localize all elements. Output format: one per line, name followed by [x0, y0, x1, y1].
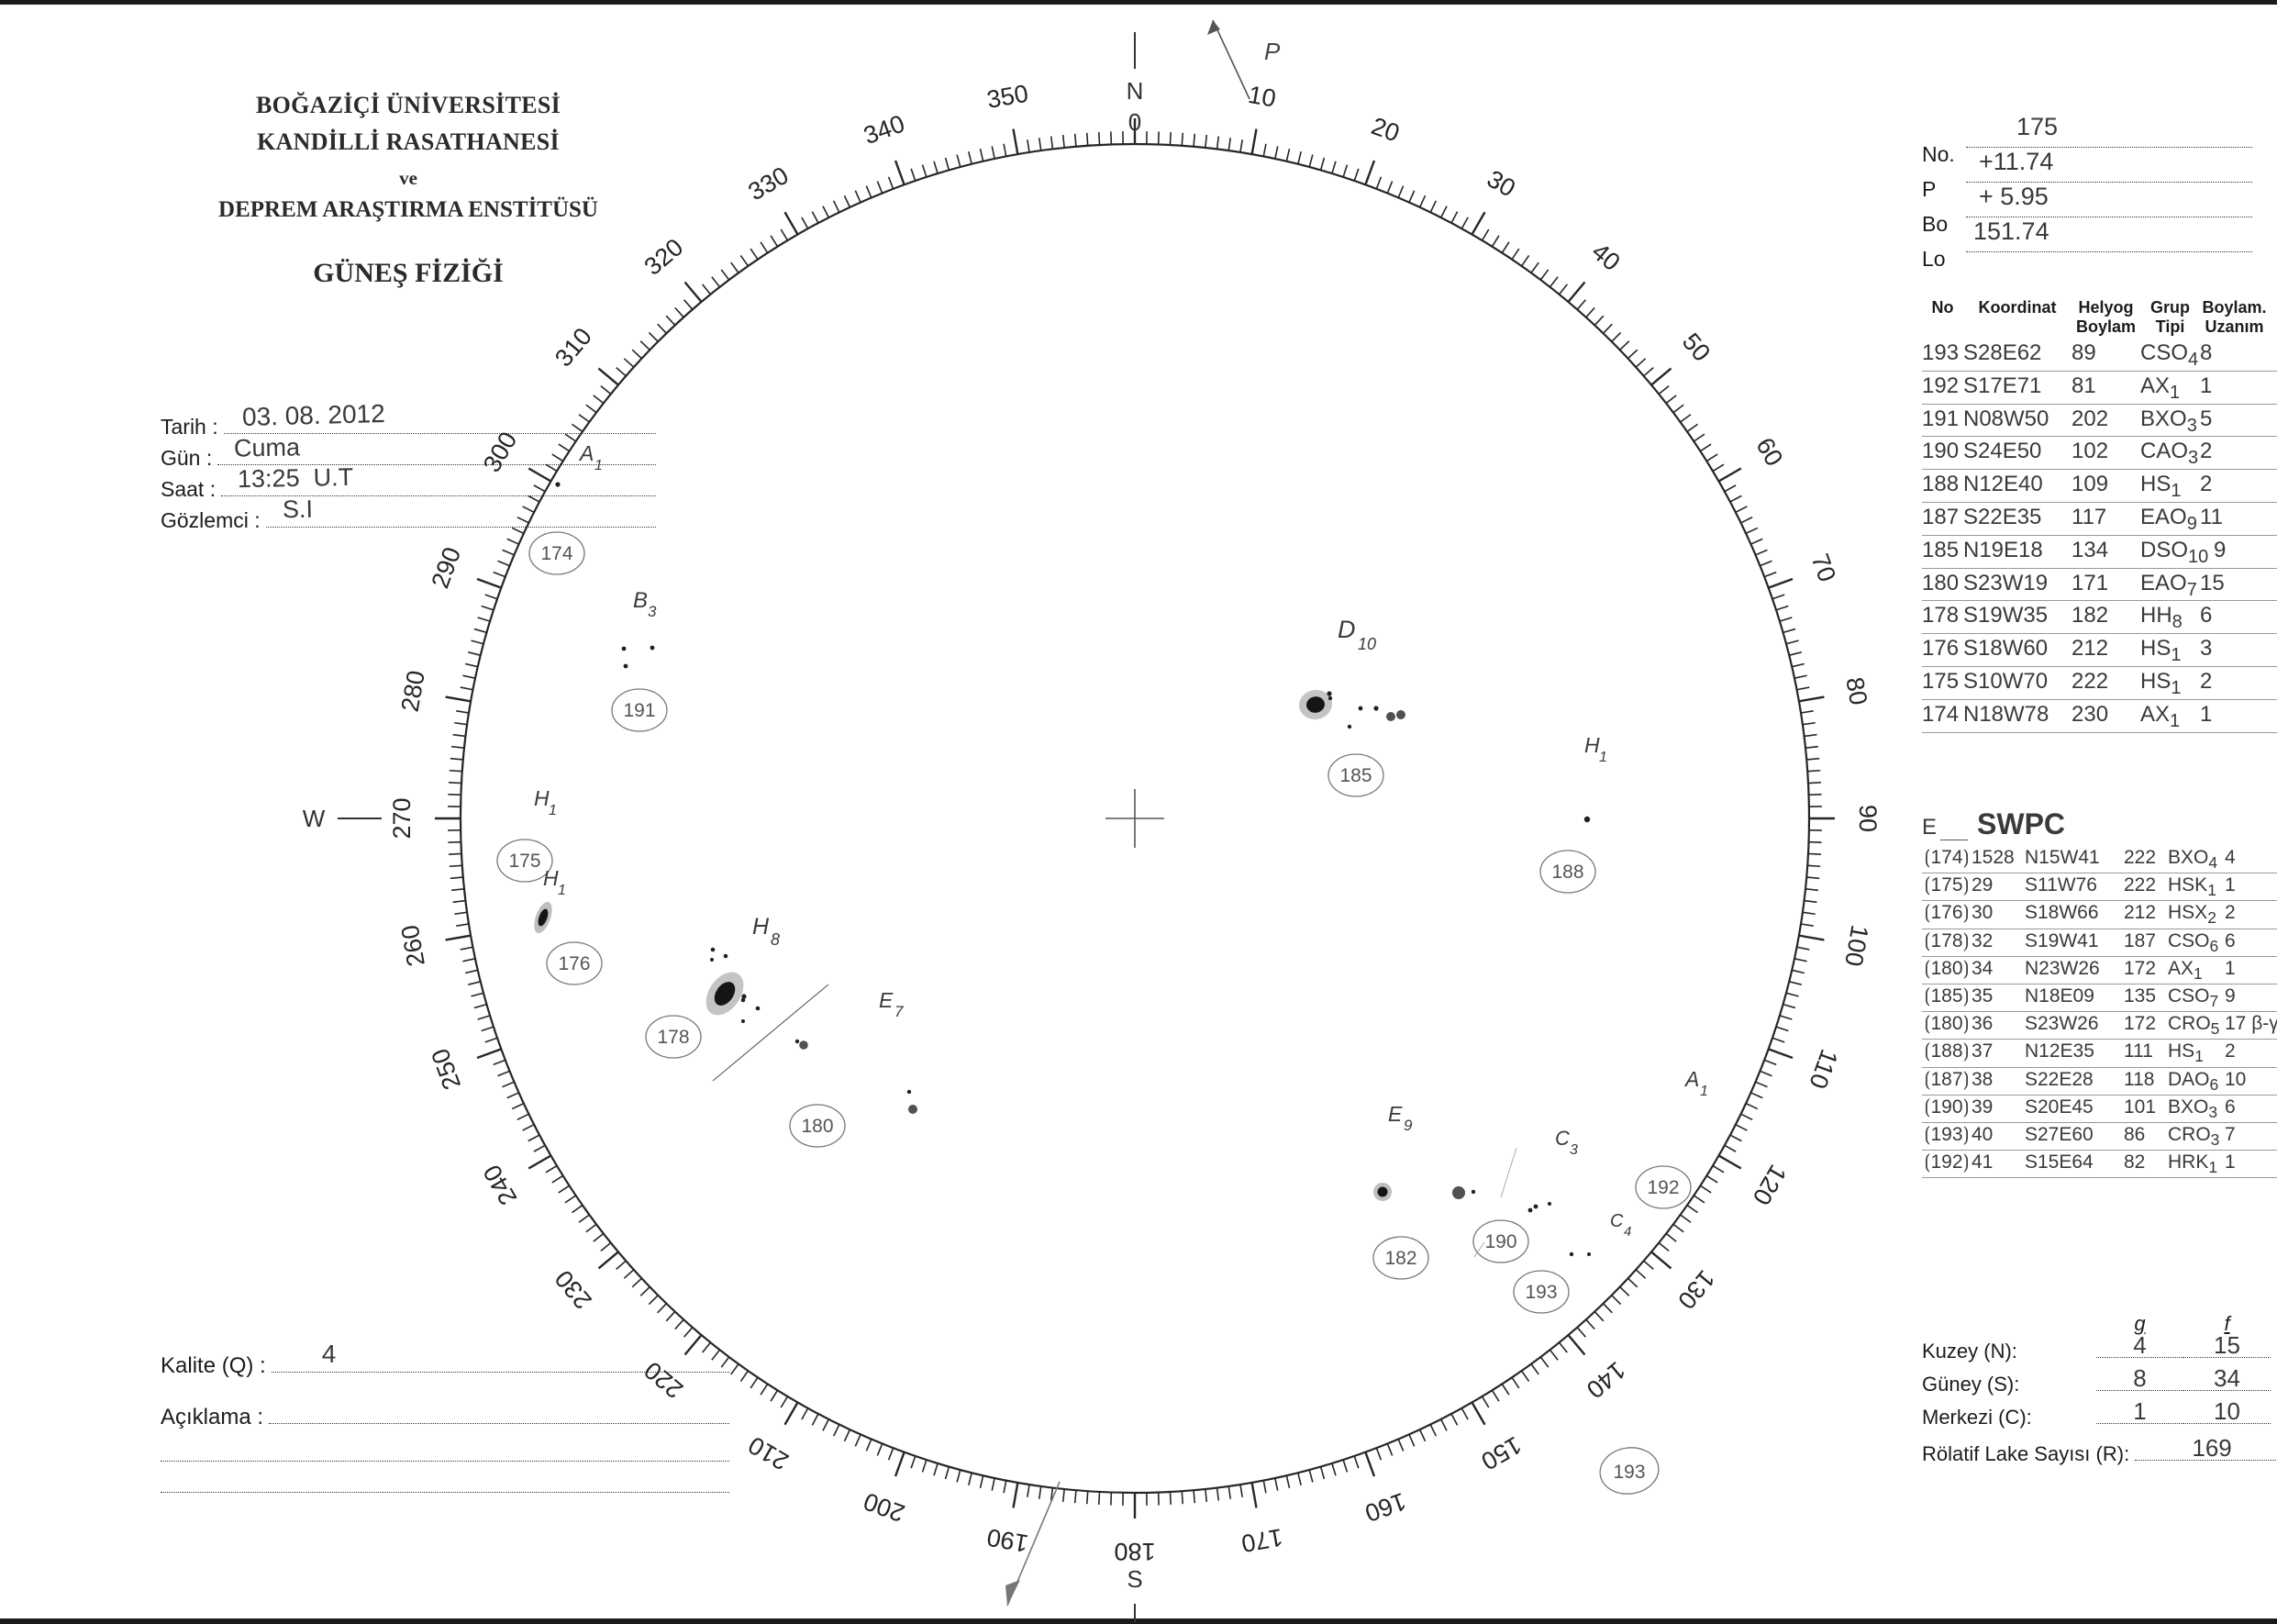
svg-text:10: 10 — [1246, 81, 1278, 113]
svg-text:C: C — [1555, 1127, 1570, 1150]
svg-text:200: 200 — [860, 1487, 908, 1528]
svg-text:220: 220 — [639, 1356, 689, 1404]
svg-text:90: 90 — [1854, 805, 1882, 832]
svg-text:210: 210 — [744, 1431, 794, 1476]
svg-text:280: 280 — [396, 668, 430, 714]
svg-text:100: 100 — [1839, 923, 1873, 969]
svg-text:1: 1 — [549, 803, 557, 818]
svg-text:260: 260 — [396, 923, 430, 969]
svg-text:80: 80 — [1840, 675, 1872, 707]
svg-text:70: 70 — [1805, 551, 1840, 585]
svg-text:192: 192 — [1647, 1177, 1679, 1198]
svg-text:0: 0 — [1128, 108, 1141, 136]
svg-text:150: 150 — [1476, 1431, 1526, 1476]
svg-text:50: 50 — [1677, 328, 1716, 366]
svg-text:H: H — [534, 786, 550, 810]
svg-text:D: D — [1338, 616, 1356, 643]
svg-text:1: 1 — [594, 458, 603, 473]
svg-text:185: 185 — [1339, 765, 1372, 786]
svg-text:30: 30 — [1483, 165, 1520, 203]
svg-text:4: 4 — [1624, 1224, 1631, 1240]
svg-text:270: 270 — [388, 797, 416, 839]
svg-text:110: 110 — [1804, 1046, 1843, 1093]
svg-text:C: C — [1610, 1211, 1624, 1231]
svg-text:180: 180 — [1114, 1538, 1155, 1565]
svg-text:H: H — [1584, 733, 1600, 757]
svg-text:191: 191 — [623, 700, 655, 721]
svg-text:230: 230 — [550, 1265, 597, 1315]
svg-text:330: 330 — [744, 161, 794, 206]
svg-text:190: 190 — [1484, 1231, 1516, 1252]
svg-text:350: 350 — [984, 80, 1030, 114]
svg-text:130: 130 — [1672, 1265, 1720, 1315]
svg-text:240: 240 — [478, 1160, 523, 1209]
svg-text:P: P — [1264, 38, 1281, 65]
svg-text:175: 175 — [508, 851, 540, 872]
svg-text:3: 3 — [1570, 1142, 1578, 1158]
svg-text:60: 60 — [1750, 433, 1788, 471]
svg-text:W: W — [303, 805, 326, 832]
svg-text:170: 170 — [1239, 1523, 1285, 1557]
svg-text:40: 40 — [1586, 238, 1625, 276]
svg-text:A: A — [578, 441, 594, 465]
svg-text:193: 193 — [1613, 1462, 1645, 1483]
svg-text:1: 1 — [1700, 1084, 1708, 1099]
svg-text:E: E — [1388, 1102, 1403, 1126]
svg-text:N: N — [1127, 77, 1144, 105]
svg-text:7: 7 — [894, 1003, 904, 1020]
svg-text:250: 250 — [426, 1045, 466, 1094]
svg-text:A: A — [1683, 1067, 1699, 1091]
svg-text:310: 310 — [550, 323, 597, 373]
svg-text:140: 140 — [1582, 1356, 1631, 1404]
svg-text:178: 178 — [657, 1027, 689, 1048]
svg-text:E: E — [879, 988, 894, 1012]
svg-text:160: 160 — [1361, 1487, 1410, 1528]
svg-text:320: 320 — [639, 233, 689, 281]
svg-text:1: 1 — [558, 883, 566, 898]
svg-text:176: 176 — [558, 953, 590, 974]
svg-text:190: 190 — [984, 1523, 1030, 1557]
svg-text:3: 3 — [648, 603, 657, 620]
svg-text:1: 1 — [1599, 750, 1607, 765]
svg-text:193: 193 — [1525, 1282, 1557, 1303]
svg-text:340: 340 — [860, 109, 908, 150]
svg-text:180: 180 — [801, 1116, 833, 1137]
svg-text:182: 182 — [1384, 1248, 1416, 1269]
svg-text:H: H — [543, 866, 559, 890]
svg-text:120: 120 — [1748, 1160, 1793, 1209]
svg-text:9: 9 — [1404, 1117, 1413, 1134]
svg-text:10: 10 — [1358, 635, 1376, 653]
svg-text:B: B — [633, 588, 648, 613]
svg-text:188: 188 — [1551, 862, 1583, 883]
svg-text:174: 174 — [540, 543, 572, 564]
svg-text:300: 300 — [478, 428, 523, 477]
svg-text:8: 8 — [771, 930, 780, 949]
svg-text:S: S — [1127, 1565, 1142, 1593]
svg-text:290: 290 — [426, 543, 466, 592]
svg-text:20: 20 — [1368, 112, 1403, 147]
svg-text:H: H — [752, 914, 770, 940]
